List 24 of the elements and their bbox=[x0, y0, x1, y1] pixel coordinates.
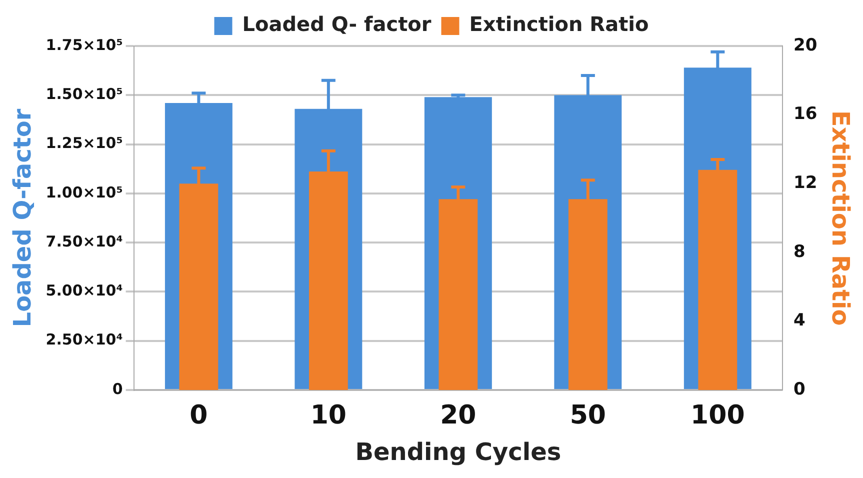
y-tick-label: 7.50×10⁴ bbox=[46, 232, 123, 250]
y-tick-label: 2.50×10⁴ bbox=[46, 330, 123, 349]
y2-tick-label: 12 bbox=[794, 173, 818, 194]
y-tick-label: 5.00×10⁴ bbox=[46, 282, 123, 300]
x-tick-label: 20 bbox=[440, 400, 476, 430]
y2-tick-label: 8 bbox=[794, 242, 806, 262]
x-tick-label: 10 bbox=[310, 400, 347, 430]
y2-tick-label: 20 bbox=[794, 35, 818, 56]
x-tick-label: 50 bbox=[570, 400, 606, 430]
y-tick-label: 1.00×10⁵ bbox=[46, 183, 123, 202]
legend-label: Extinction Ratio bbox=[469, 12, 649, 36]
y-tick-label: 1.50×10⁵ bbox=[46, 85, 123, 104]
x-axis-title: Bending Cycles bbox=[355, 438, 562, 466]
legend-label: Loaded Q- factor bbox=[242, 12, 432, 36]
y2-axis-title: Extinction Ratio bbox=[826, 110, 854, 326]
y-tick-label: 0 bbox=[112, 380, 123, 398]
y2-tick-label: 0 bbox=[794, 379, 806, 400]
y-axis-title: Loaded Q-factor bbox=[8, 108, 37, 328]
y-tick-label: 1.25×10⁵ bbox=[46, 134, 123, 152]
y-tick-label: 1.75×10⁵ bbox=[46, 36, 123, 54]
x-tick-label: 100 bbox=[690, 400, 745, 430]
x-tick-label: 0 bbox=[190, 400, 208, 430]
y2-tick-label: 4 bbox=[794, 310, 806, 331]
y2-tick-label: 16 bbox=[794, 104, 818, 124]
